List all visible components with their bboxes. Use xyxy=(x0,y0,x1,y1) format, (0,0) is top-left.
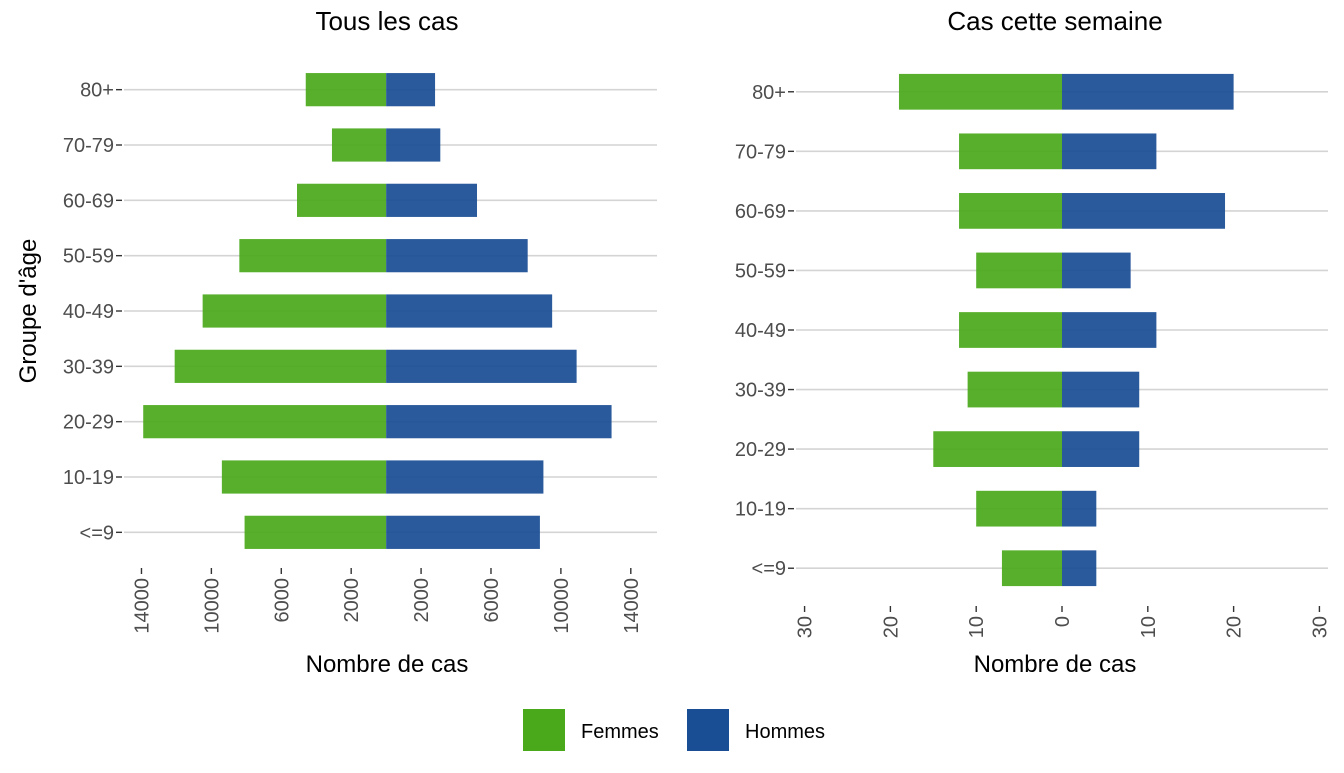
x-tick-label: 0 xyxy=(1052,616,1074,627)
x-tick-label: 2000 xyxy=(341,578,363,623)
legend-label-hommes: Hommes xyxy=(745,721,825,743)
x-axis-title: Nombre de cas xyxy=(974,651,1137,678)
bar-femmes xyxy=(959,133,1062,170)
bar-femmes xyxy=(221,460,387,494)
y-tick-label: 30-39 xyxy=(735,380,786,402)
bar-femmes xyxy=(143,405,387,439)
bar-hommes xyxy=(1062,312,1157,348)
bar-hommes xyxy=(386,239,528,273)
bar-hommes xyxy=(386,128,441,162)
x-tick-label: 2000 xyxy=(411,578,433,623)
legend-swatch-hommes xyxy=(687,709,729,751)
legend: Femmes Hommes xyxy=(523,709,825,751)
x-tick-label: 20 xyxy=(1224,616,1246,638)
bar-hommes xyxy=(386,515,540,549)
bar-femmes xyxy=(1001,550,1062,587)
panel-this-week: Cas cette semaine <=9 10-19 20-29 30-39 40-49… xyxy=(735,6,1332,678)
bar-femmes xyxy=(174,349,387,383)
y-axis-title: Groupe d'âge xyxy=(15,239,42,384)
bar-femmes xyxy=(305,73,387,107)
panel-all-cases: Tous les cas <=9 10-19 20-29 30-39 40-49 50-59… xyxy=(63,6,657,678)
bar-hommes xyxy=(1062,133,1157,170)
bar-femmes xyxy=(959,312,1062,348)
bar-femmes xyxy=(933,431,1062,467)
x-tick-label: 20 xyxy=(880,616,902,638)
legend-label-femmes: Femmes xyxy=(581,721,659,743)
bar-femmes xyxy=(244,515,387,549)
y-tick-label: 70-79 xyxy=(63,135,114,157)
bar-femmes xyxy=(898,73,1062,110)
bar-hommes xyxy=(386,349,577,383)
y-tick-label: 40-49 xyxy=(735,320,786,342)
y-tick-label: 50-59 xyxy=(63,246,114,268)
bar-femmes xyxy=(297,183,387,217)
bar-hommes xyxy=(1062,193,1226,229)
x-tick-label: 10 xyxy=(1138,616,1160,638)
panel-title: Cas cette semaine xyxy=(947,6,1162,36)
bar-hommes xyxy=(386,183,478,217)
x-axis-title: Nombre de cas xyxy=(306,651,469,678)
x-tick-label: 10 xyxy=(966,616,988,638)
bar-hommes xyxy=(1062,550,1097,587)
y-tick-label: 80+ xyxy=(752,82,786,104)
bar-femmes xyxy=(967,371,1062,408)
x-tick-label: 6000 xyxy=(481,578,503,623)
x-tick-label: 30 xyxy=(795,616,817,638)
bar-hommes xyxy=(1062,371,1140,408)
y-tick-label: 40-49 xyxy=(63,301,114,323)
bar-hommes xyxy=(386,460,544,494)
bar-hommes xyxy=(386,73,436,107)
y-tick-label: 60-69 xyxy=(735,201,786,223)
y-tick-label: <=9 xyxy=(80,522,114,544)
bar-hommes xyxy=(386,405,612,439)
y-tick-label: 10-19 xyxy=(735,499,786,521)
bar-hommes xyxy=(1062,73,1234,110)
x-tick-label: 14000 xyxy=(131,578,153,634)
y-tick-label: 20-29 xyxy=(735,439,786,461)
x-tick-label: 14000 xyxy=(621,578,643,634)
y-tick-label: 30-39 xyxy=(63,356,114,378)
x-tick-label: 30 xyxy=(1309,616,1331,638)
bar-hommes xyxy=(386,294,553,328)
y-tick-label: 70-79 xyxy=(735,141,786,163)
y-tick-label: 10-19 xyxy=(63,467,114,489)
bar-femmes xyxy=(202,294,387,328)
x-tick-label: 6000 xyxy=(271,578,293,623)
y-tick-label: 50-59 xyxy=(735,260,786,282)
bar-femmes xyxy=(976,490,1062,527)
bar-hommes xyxy=(1062,490,1097,527)
y-tick-label: 20-29 xyxy=(63,412,114,434)
bar-femmes xyxy=(331,128,387,162)
bar-femmes xyxy=(959,193,1062,229)
panel-title: Tous les cas xyxy=(315,6,458,36)
bar-hommes xyxy=(1062,252,1131,289)
bar-femmes xyxy=(976,252,1062,289)
x-tick-label: 10000 xyxy=(551,578,573,634)
y-tick-label: 80+ xyxy=(80,80,114,102)
bar-hommes xyxy=(1062,431,1140,467)
legend-swatch-femmes xyxy=(523,709,565,751)
y-tick-label: 60-69 xyxy=(63,190,114,212)
bar-femmes xyxy=(239,239,387,273)
x-tick-label: 10000 xyxy=(201,578,223,634)
y-tick-label: <=9 xyxy=(752,558,786,580)
